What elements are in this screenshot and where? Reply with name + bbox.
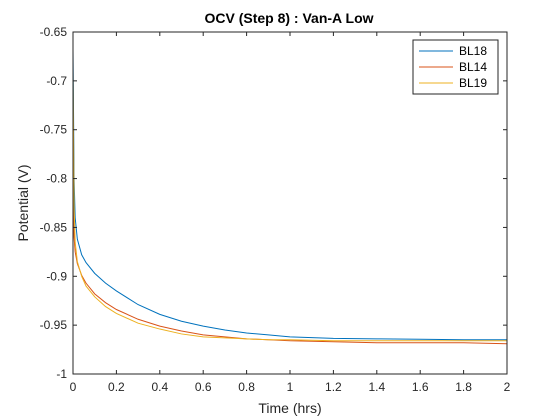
legend-label-bl19: BL19 (459, 76, 487, 90)
legend-label-bl14: BL14 (459, 60, 487, 74)
y-tick-label: -0.85 (40, 220, 68, 234)
axes-group: 0 0.2 0.4 0.6 0.8 1 1.2 1.4 1.6 1.8 2 -0.65 -0.7 -0.7… (40, 25, 511, 394)
y-tick-label: -1 (56, 367, 67, 381)
x-tick-label: 1.4 (368, 380, 385, 394)
legend-label-bl18: BL18 (459, 44, 487, 58)
x-tick-label: 0 (70, 380, 77, 394)
chart-title: OCV (Step 8) : Van-A Low (204, 10, 373, 26)
legend: BL18 BL14 BL19 (412, 39, 499, 95)
x-tick-label: 0.8 (238, 380, 255, 394)
y-tick-label: -0.65 (40, 25, 68, 39)
y-tick-label: -0.8 (46, 172, 67, 186)
x-tick-label: 0.2 (108, 380, 125, 394)
x-tick-label: 0.4 (151, 380, 168, 394)
x-tick-label: 1.6 (412, 380, 429, 394)
x-tick-label: 2 (504, 380, 511, 394)
series-group (72, 49, 508, 345)
x-tick-label: 1.8 (455, 380, 472, 394)
y-axis-label: Potential (V) (15, 164, 31, 241)
y-tick-label: -0.95 (40, 318, 68, 332)
y-tick-label: -0.7 (46, 74, 67, 88)
series-line-bl18 (72, 49, 507, 341)
series-line-bl19 (72, 71, 507, 342)
x-tick-label: 0.6 (195, 380, 212, 394)
x-axis-label: Time (hrs) (258, 400, 321, 416)
y-tick-label: -0.75 (40, 123, 68, 137)
x-tick-label: 1.2 (325, 380, 342, 394)
x-tick-label: 1 (287, 380, 294, 394)
y-tick-label: -0.9 (46, 269, 67, 283)
